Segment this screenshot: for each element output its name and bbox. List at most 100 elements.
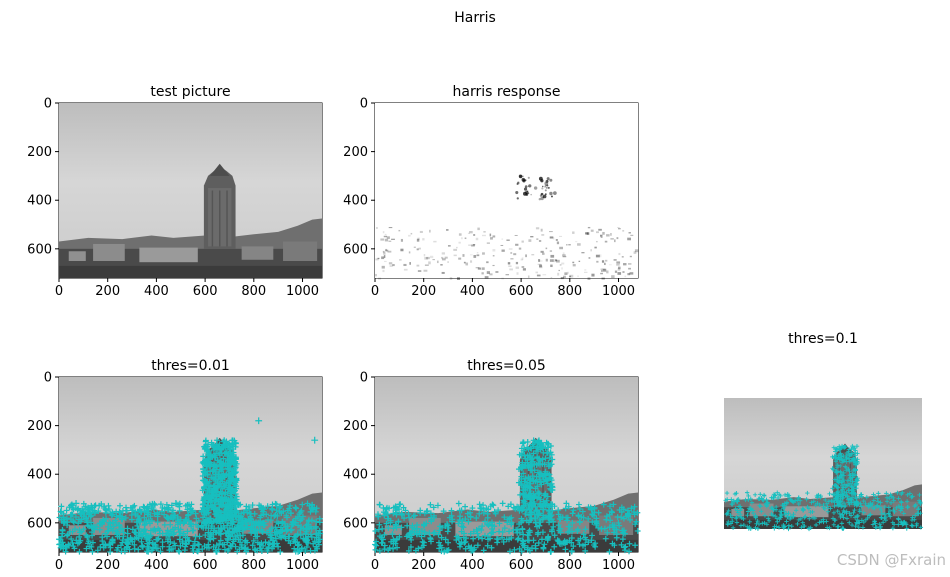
corner-marker: [603, 513, 610, 520]
corner-marker: [781, 525, 787, 531]
corner-marker: [575, 537, 582, 544]
corner-marker: [879, 511, 885, 516]
corner-marker: [216, 518, 223, 525]
corner-marker: [137, 519, 144, 525]
corner-marker: [576, 541, 583, 548]
corner-marker: [219, 495, 226, 502]
corner-marker: [878, 507, 884, 513]
corner-marker: [462, 516, 469, 522]
corner-marker: [484, 542, 491, 549]
corner-marker: [88, 543, 95, 550]
corner-marker: [202, 438, 209, 445]
response-blob: [456, 277, 460, 280]
corner-marker: [121, 546, 128, 552]
response-blob: [520, 258, 523, 261]
response-blob: [553, 191, 557, 195]
response-blob: [451, 277, 454, 280]
response-blob: [383, 255, 386, 258]
corner-marker: [789, 524, 794, 529]
corner-marker: [535, 469, 541, 476]
corner-marker: [746, 493, 751, 499]
corner-marker: [229, 514, 236, 520]
corner-marker: [756, 496, 761, 502]
corner-marker: [525, 446, 532, 453]
corner-marker: [462, 545, 469, 552]
response-blob: [409, 262, 411, 265]
corner-marker: [195, 517, 202, 524]
corner-marker: [782, 492, 788, 498]
corner-marker: [222, 489, 229, 496]
corner-marker: [102, 541, 109, 548]
response-blob: [562, 252, 565, 256]
corner-marker: [854, 496, 859, 501]
corner-marker: [887, 495, 892, 501]
response-blob: [400, 238, 404, 242]
corner-marker: [831, 510, 837, 516]
corner-marker: [250, 526, 257, 532]
corner-marker: [528, 509, 535, 515]
corner-marker: [854, 503, 859, 508]
corner-marker: [217, 501, 224, 508]
corner-marker: [484, 533, 491, 540]
corner-marker: [838, 504, 844, 509]
corner-marker: [729, 515, 735, 520]
corner-marker: [136, 506, 143, 513]
response-blob: [400, 248, 404, 252]
corner-marker: [591, 505, 598, 512]
corner-marker: [791, 511, 796, 517]
corner-marker: [381, 531, 388, 538]
response-blob: [539, 265, 543, 269]
corner-marker: [488, 544, 495, 551]
response-blob: [458, 241, 461, 244]
corner-marker: [250, 537, 257, 544]
corner-marker: [631, 503, 638, 510]
corner-marker: [225, 519, 231, 526]
response-blob: [550, 264, 553, 268]
corner-marker: [520, 439, 527, 446]
corner-marker: [284, 514, 290, 521]
response-blob: [521, 266, 525, 268]
corner-marker: [744, 490, 750, 495]
response-blob: [441, 252, 445, 255]
corner-marker: [58, 503, 65, 510]
corner-marker: [205, 441, 212, 448]
corner-marker: [380, 536, 386, 543]
response-blob: [535, 271, 539, 274]
panel-2-title: harris response: [453, 84, 561, 100]
corner-marker: [568, 548, 575, 555]
response-blob: [578, 260, 581, 262]
corner-marker: [529, 441, 536, 448]
corner-marker: [879, 515, 884, 520]
corner-marker: [861, 498, 866, 504]
corner-marker: [916, 507, 921, 512]
response-blob: [622, 271, 625, 273]
corner-marker: [837, 499, 842, 504]
corner-marker: [582, 534, 588, 541]
corner-marker: [427, 535, 434, 541]
response-blob: [566, 244, 568, 246]
corner-marker: [240, 521, 247, 528]
corner-marker: [304, 521, 311, 528]
corner-marker: [259, 508, 266, 515]
corner-marker: [570, 543, 577, 550]
corner-marker: [538, 441, 544, 447]
response-blob: [428, 261, 431, 265]
corner-marker: [518, 515, 525, 522]
corner-marker: [165, 536, 171, 543]
corner-marker: [785, 514, 791, 519]
corner-marker: [601, 525, 608, 532]
corner-marker: [467, 509, 473, 516]
corner-marker: [839, 521, 845, 526]
corner-marker: [211, 501, 218, 508]
corner-marker: [634, 528, 641, 534]
corner-marker: [442, 536, 449, 543]
corner-marker: [878, 500, 883, 505]
x-tick-label: 200: [95, 558, 120, 573]
response-blob: [614, 270, 618, 273]
response-blob: [391, 238, 395, 240]
response-blob: [518, 174, 523, 178]
corner-marker: [241, 546, 248, 553]
corner-marker: [200, 453, 207, 460]
response-blob: [562, 254, 566, 257]
corner-marker: [839, 480, 844, 485]
